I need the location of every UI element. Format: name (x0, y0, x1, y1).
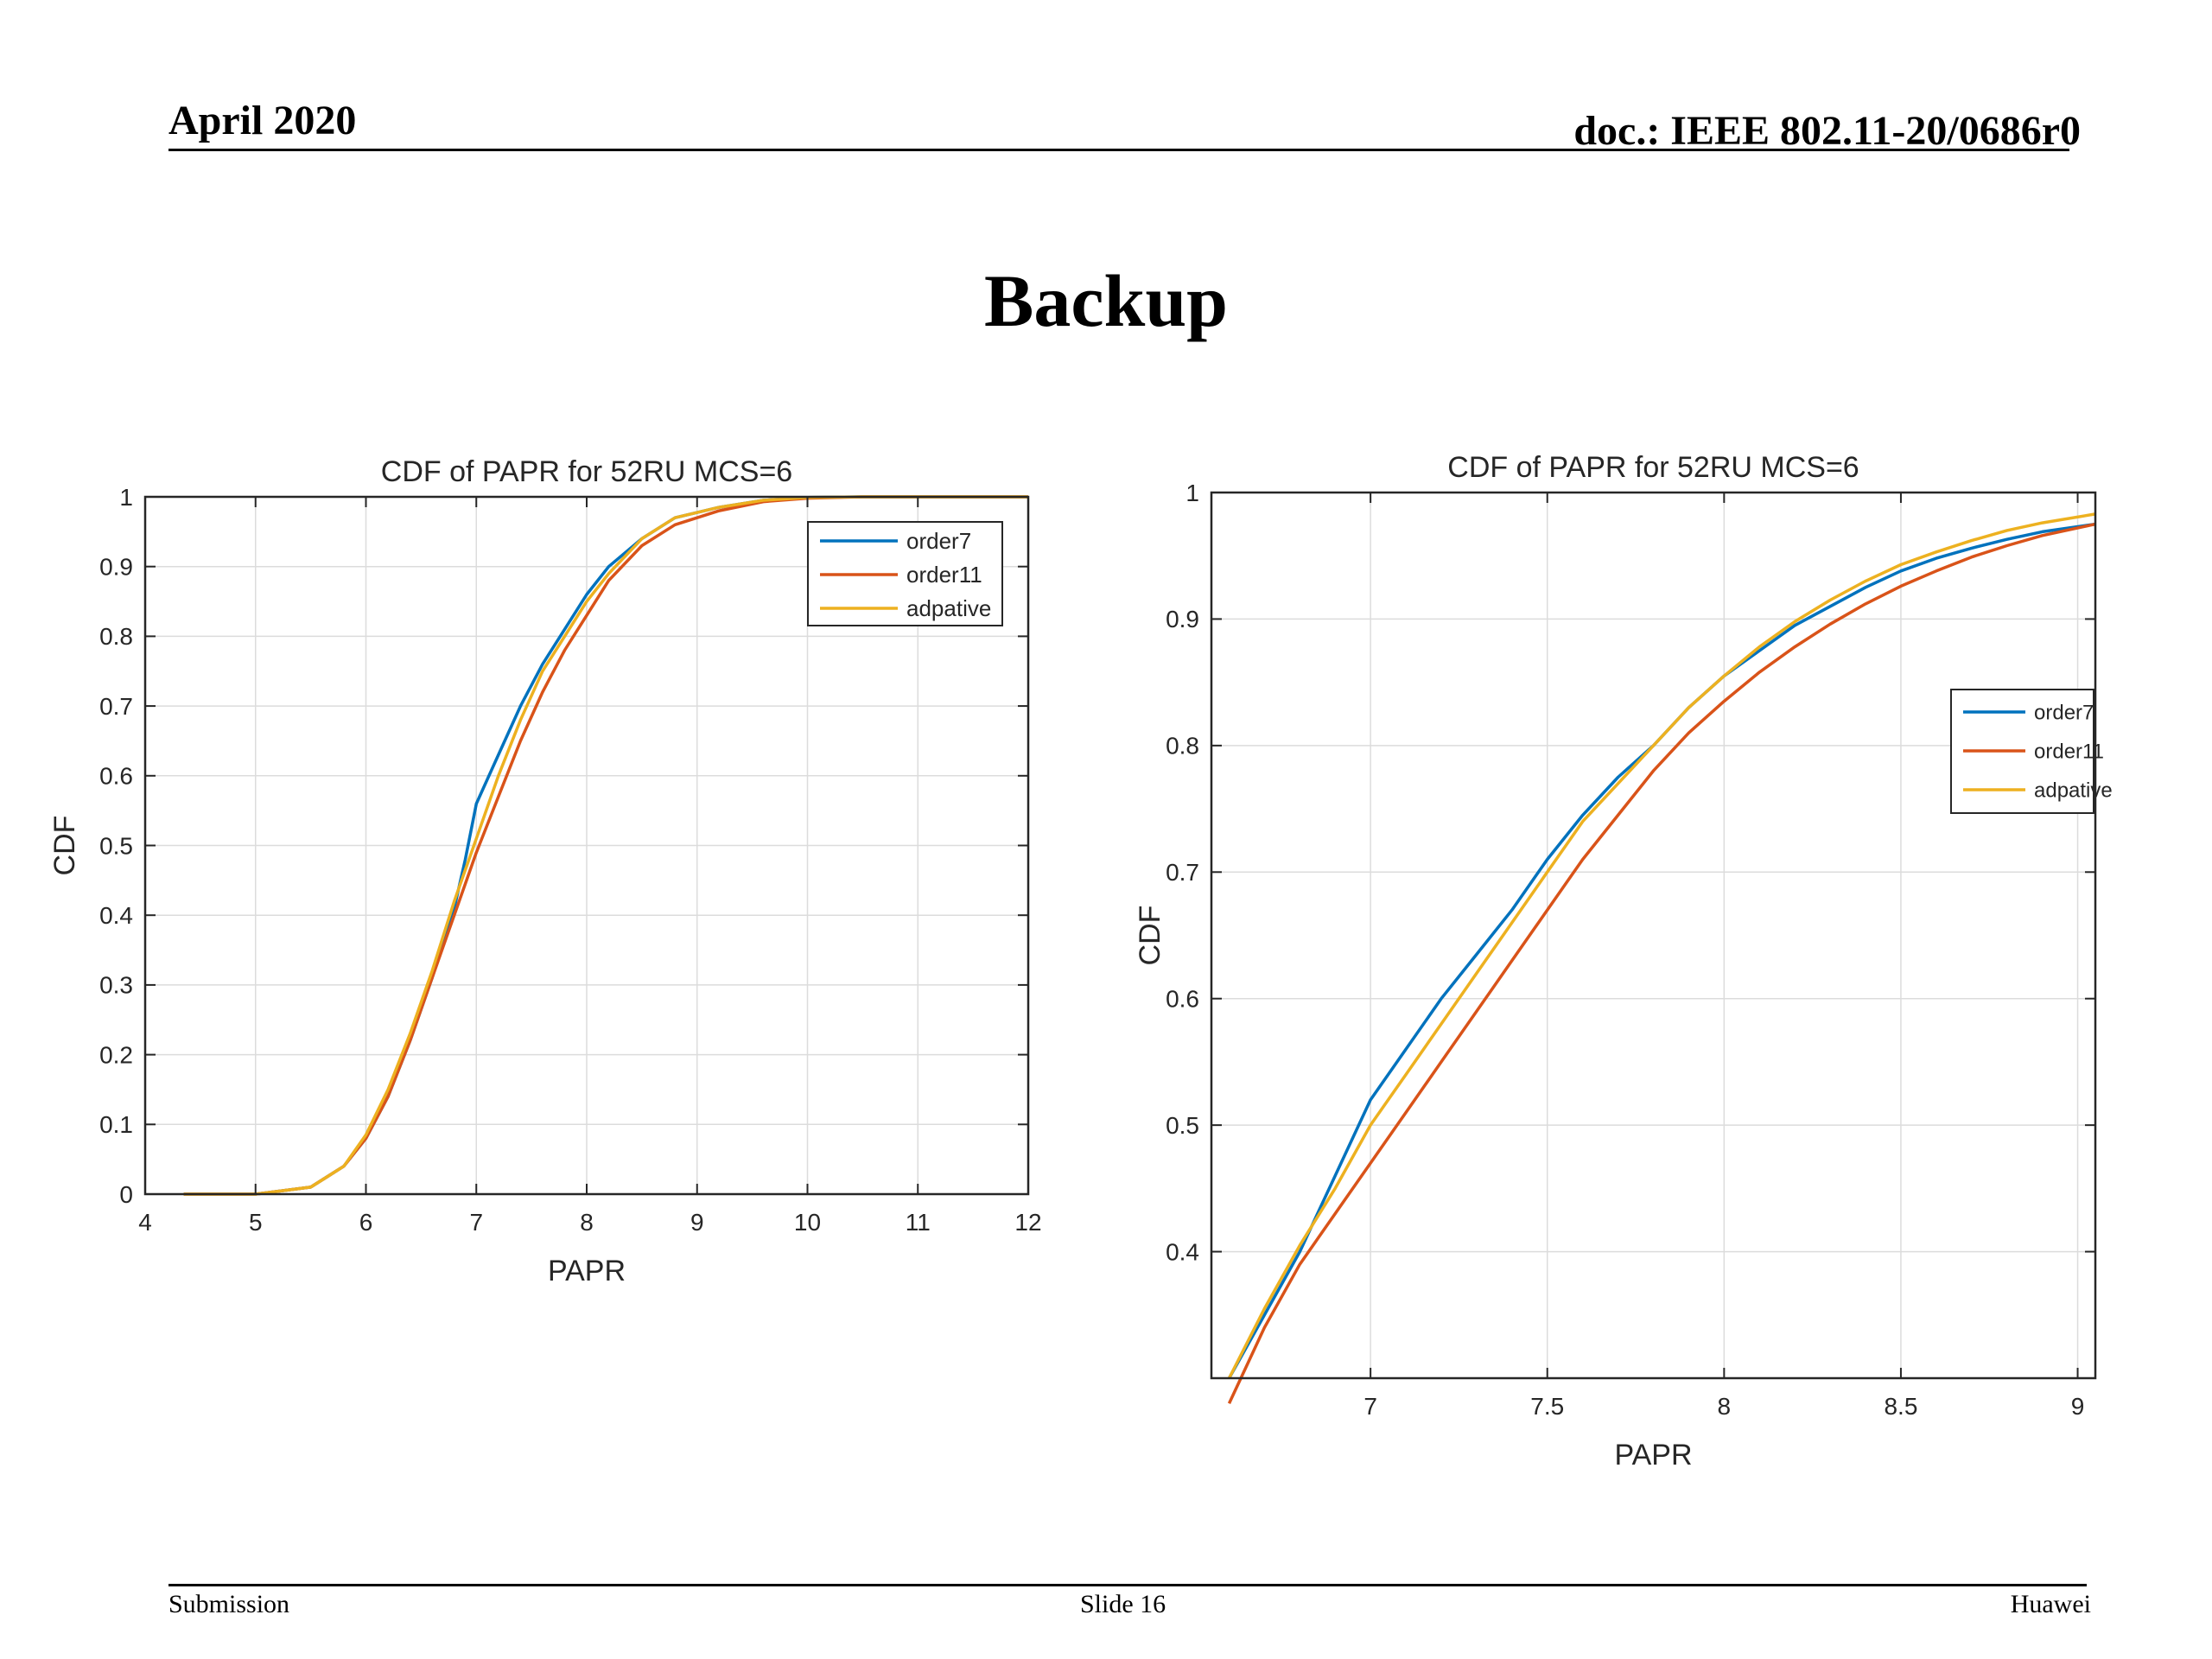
y-tick-label: 0.6 (99, 763, 133, 790)
x-tick-label: 8 (1718, 1393, 1732, 1420)
x-tick-label: 6 (359, 1209, 373, 1236)
x-tick-label: 7 (469, 1209, 483, 1236)
header-date: April 2020 (168, 98, 357, 143)
x-tick-label: 10 (794, 1209, 821, 1236)
y-tick-label: 0.1 (99, 1111, 133, 1138)
x-tick-label: 8.5 (1884, 1393, 1917, 1420)
chart-title: CDF of PAPR for 52RU MCS=6 (381, 455, 792, 488)
y-tick-label: 1 (1185, 480, 1199, 506)
chart-title: CDF of PAPR for 52RU MCS=6 (1447, 451, 1859, 484)
y-axis-label: CDF (48, 816, 81, 876)
y-tick-label: 1 (119, 484, 133, 511)
x-axis-label: PAPR (548, 1255, 626, 1287)
header-divider (168, 149, 2069, 151)
x-tick-label: 9 (2071, 1393, 2085, 1420)
series-line-order11 (1227, 522, 2096, 1405)
y-tick-label: 0.6 (1166, 986, 1199, 1013)
footer-submission: Submission (168, 1590, 290, 1618)
y-tick-label: 0.5 (1166, 1112, 1199, 1139)
legend-label-adpative: adpative (2034, 779, 2113, 802)
x-tick-label: 12 (1014, 1209, 1041, 1236)
legend-label-order7: order7 (2034, 701, 2094, 724)
y-tick-label: 0.4 (1166, 1238, 1199, 1265)
y-tick-label: 0.4 (99, 902, 133, 929)
series-line-adpative (1227, 512, 2096, 1379)
x-axis-label: PAPR (1614, 1439, 1692, 1471)
header-doc-id: doc.: IEEE 802.11-20/0686r0 (1573, 108, 2081, 154)
x-tick-label: 4 (138, 1209, 152, 1236)
footer-divider (168, 1584, 2087, 1586)
y-tick-label: 0.3 (99, 972, 133, 999)
plot-area (1211, 493, 2095, 1378)
y-tick-label: 0.5 (99, 832, 133, 859)
legend-label-order11: order11 (906, 562, 982, 588)
y-tick-label: 0.2 (99, 1041, 133, 1068)
axes-box (1210, 491, 2097, 1380)
x-tick-label: 11 (906, 1209, 931, 1236)
y-tick-label: 0.7 (99, 693, 133, 720)
x-tick-label: 7 (1363, 1393, 1377, 1420)
footer-slide-number: Slide 16 (1080, 1590, 1166, 1618)
x-tick-label: 9 (690, 1209, 704, 1236)
x-tick-label: 7.5 (1530, 1393, 1564, 1420)
legend-label-order11: order11 (2034, 740, 2104, 763)
legend-label-adpative: adpative (906, 595, 991, 621)
legend-label-order7: order7 (906, 528, 971, 554)
y-tick-label: 0 (119, 1181, 133, 1208)
y-tick-label: 0.9 (99, 554, 133, 581)
y-tick-label: 0.9 (1166, 606, 1199, 632)
series-line-adpative (183, 495, 1028, 1196)
slide-title: Backup (983, 259, 1229, 342)
y-tick-label: 0.8 (99, 623, 133, 650)
y-tick-label: 0.8 (1166, 733, 1199, 760)
x-tick-label: 8 (580, 1209, 594, 1236)
y-tick-label: 0.7 (1166, 859, 1199, 886)
x-tick-label: 5 (249, 1209, 263, 1236)
footer-company: Huawei (2010, 1590, 2091, 1618)
y-axis-label: CDF (1134, 906, 1166, 966)
